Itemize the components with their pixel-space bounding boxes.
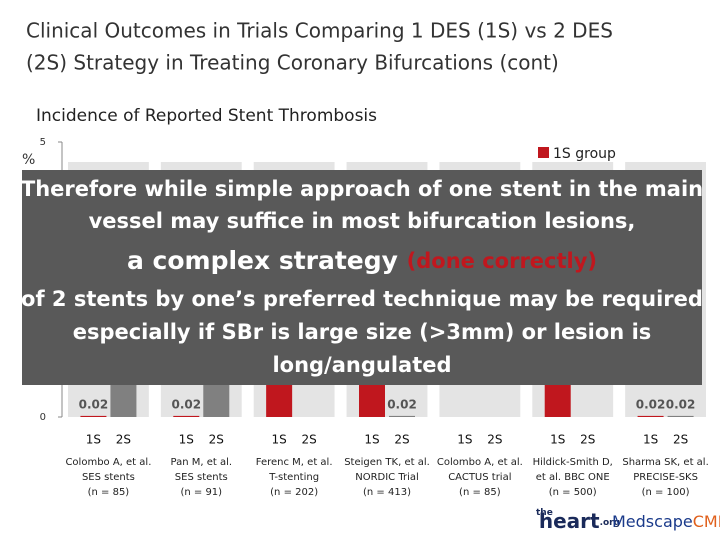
bar xyxy=(637,415,664,417)
logo: MedscapeCME xyxy=(612,512,720,531)
x-tick-label: et al. BBC ONE xyxy=(536,472,610,483)
x-tick-label: Sharma SK, et al. xyxy=(622,457,708,468)
x-tick-label: (n = 500) xyxy=(549,487,597,498)
x-sub-label: 1S xyxy=(550,433,565,447)
logo: theheart.org xyxy=(536,508,620,533)
overlay-text: (done correctly) xyxy=(407,249,597,273)
overlay-text: of 2 stents by one’s preferred technique… xyxy=(21,287,703,311)
x-tick-label: (n = 413) xyxy=(363,487,411,498)
x-tick-label: (n = 85) xyxy=(459,487,501,498)
x-tick-label: (n = 100) xyxy=(642,487,690,498)
value-label: 0.02 xyxy=(636,398,666,412)
x-sub-label: 2S xyxy=(302,433,317,447)
overlay-box xyxy=(22,170,702,385)
overlay-text: a complex strategy xyxy=(127,246,407,275)
overlay-text: a complex strategy (done correctly) xyxy=(127,246,597,275)
bar xyxy=(80,415,107,417)
chart-title: Incidence of Reported Stent Thrombosis xyxy=(36,106,377,126)
x-tick-label: Pan M, et al. xyxy=(171,457,233,468)
value-label: 0.02 xyxy=(666,398,696,412)
legend-swatch xyxy=(538,147,549,158)
logo: the xyxy=(536,508,553,518)
value-label: 0.02 xyxy=(79,398,109,412)
x-sub-label: 2S xyxy=(580,433,595,447)
logo: Medscape xyxy=(612,512,693,531)
x-tick-label: Colombo A, et al. xyxy=(437,457,523,468)
x-tick-label: (n = 85) xyxy=(88,487,130,498)
x-sub-label: 2S xyxy=(487,433,502,447)
bar xyxy=(667,415,694,417)
x-sub-label: 1S xyxy=(457,433,472,447)
x-sub-label: 2S xyxy=(673,433,688,447)
x-tick-label: SES stents xyxy=(82,472,135,483)
value-label: 0.02 xyxy=(387,398,417,412)
slide-title: (2S) Strategy in Treating Coronary Bifur… xyxy=(26,51,559,75)
x-tick-label: NORDIC Trial xyxy=(355,472,419,483)
x-sub-label: 1S xyxy=(272,433,287,447)
overlay-text: especially if SBr is large size (>3mm) o… xyxy=(73,320,652,344)
bar xyxy=(173,415,200,417)
y-tick-label: 0 xyxy=(40,412,46,423)
bar xyxy=(389,415,415,417)
x-tick-label: PRECISE-SKS xyxy=(633,472,698,483)
logo: heart xyxy=(539,509,600,533)
x-tick-label: CACTUS trial xyxy=(448,472,511,483)
x-tick-label: Steigen TK, et al. xyxy=(344,457,430,468)
overlay-text: Therefore while simple approach of one s… xyxy=(21,177,703,201)
x-tick-label: Ferenc M, et al. xyxy=(256,457,333,468)
value-label: 0.02 xyxy=(171,398,201,412)
y-axis-label: % xyxy=(22,152,35,168)
x-tick-label: T-stenting xyxy=(268,472,319,483)
x-sub-label: 2S xyxy=(209,433,224,447)
x-tick-label: (n = 91) xyxy=(180,487,222,498)
y-tick-label: 5 xyxy=(40,137,46,148)
legend-label: 1S group xyxy=(553,146,616,162)
logo: CME xyxy=(693,512,720,531)
x-sub-label: 1S xyxy=(364,433,379,447)
x-tick-label: (n = 202) xyxy=(270,487,318,498)
overlay-text: vessel may suffice in most bifurcation l… xyxy=(89,209,636,233)
x-tick-label: SES stents xyxy=(175,472,228,483)
x-sub-label: 2S xyxy=(394,433,409,447)
logo: .org xyxy=(600,518,620,528)
x-sub-label: 1S xyxy=(643,433,658,447)
overlay-text: long/angulated xyxy=(272,353,451,377)
x-tick-label: Hildick-Smith D, xyxy=(533,457,613,468)
x-tick-label: Colombo A, et al. xyxy=(65,457,151,468)
slide-title: Clinical Outcomes in Trials Comparing 1 … xyxy=(26,19,613,43)
x-sub-label: 1S xyxy=(86,433,101,447)
x-sub-label: 1S xyxy=(179,433,194,447)
x-sub-label: 2S xyxy=(116,433,131,447)
